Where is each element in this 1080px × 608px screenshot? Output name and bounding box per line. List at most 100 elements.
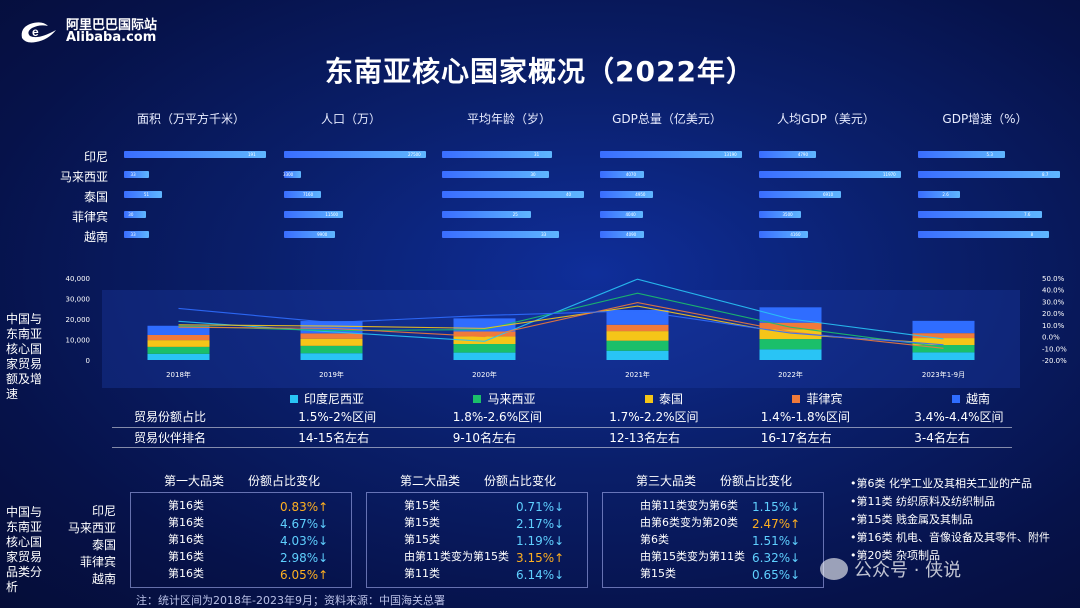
metric-bar-value: 191 <box>248 152 256 157</box>
share-change-value: 0.71%↓ <box>516 500 565 514</box>
stacked-bar-segment <box>147 334 210 341</box>
category-value: 第15类 <box>404 533 440 546</box>
metric-bar-value: 4790 <box>797 152 808 157</box>
share-change-value: 1.51%↓ <box>752 534 801 548</box>
legend-item-vietnam: 越南 <box>951 390 990 407</box>
metric-header: 平均年龄（岁） <box>466 112 551 126</box>
stacked-bar-segment <box>300 353 363 360</box>
category-header: 第二大品类 <box>400 474 461 488</box>
trade-row-value: 3.4%-4.4%区间 <box>914 409 1004 424</box>
trade-row-value: 12-13名左右 <box>609 430 681 445</box>
legend-swatch <box>951 394 960 403</box>
share-change-header: 份额占比变化 <box>484 474 557 488</box>
country-label-malaysia: 马来西亚 <box>59 170 108 184</box>
x-tick-label: 2021年 <box>625 370 650 379</box>
growth-line <box>178 307 944 346</box>
watermark: 公众号 · 侠说 <box>820 556 961 582</box>
metric-bar <box>759 231 809 238</box>
metric-bar <box>918 211 1043 218</box>
wechat-icon <box>820 558 848 580</box>
alibaba-logo-icon: e <box>21 22 57 43</box>
metric-bar-value: 5.3 <box>986 152 993 157</box>
metric-header: 人口（万） <box>320 112 381 126</box>
x-tick-label: 2018年 <box>166 370 191 379</box>
country-metrics: 面积（万平方千米） 191 33 51 30 33 人口（万） 27500 3300 7160 11… <box>0 0 1080 250</box>
stacked-bar-segment <box>147 346 210 354</box>
metric-bar <box>124 151 266 158</box>
category-value: 第16类 <box>168 550 204 563</box>
metric-bar <box>284 151 426 158</box>
category-value: 第15类 <box>404 516 440 529</box>
stacked-bar-segment <box>300 333 363 339</box>
growth-line <box>178 292 944 348</box>
metric-bar-value: 40 <box>566 192 572 197</box>
stacked-bar-segment <box>300 345 363 354</box>
stacked-bar-segment <box>606 350 669 360</box>
metric-bar-value: 33 <box>130 232 136 237</box>
trade-row-value: 16-17名左右 <box>760 430 832 445</box>
metric-header: 人均GDP（美元） <box>777 112 875 126</box>
metric-bar-value: 7.6 <box>1024 212 1031 217</box>
stacked-bar-segment <box>147 353 210 360</box>
stacked-bar-segment <box>759 307 822 323</box>
share-change-value: 2.98%↓ <box>280 551 329 565</box>
trade-row-value: 1.5%-2%区间 <box>298 409 377 424</box>
metric-bar <box>918 171 1060 178</box>
legend-swatch <box>792 394 801 403</box>
metric-bar <box>918 191 961 198</box>
share-change-header: 份额占比变化 <box>248 474 321 488</box>
y-tick-label: 10,000 <box>66 337 91 345</box>
category-section-label: 中国与东南亚核心国家贸易品类分析 <box>6 505 43 594</box>
metric-bar <box>124 211 147 218</box>
share-change-value: 1.19%↓ <box>516 534 565 548</box>
stacked-bar-segment <box>606 324 669 332</box>
metric-bar-value: 3500 <box>782 212 793 217</box>
legend-item-philippines: 菲律宾 <box>792 390 842 407</box>
country-label-indonesia: 印尼 <box>83 150 108 164</box>
metric-bar-value: 31 <box>534 152 540 157</box>
y2-tick-label: 0.0% <box>1042 334 1060 342</box>
y2-tick-label: 40.0% <box>1042 287 1065 295</box>
metric-bar-value: 8.7 <box>1042 172 1049 177</box>
stacked-bar-segment <box>912 320 975 334</box>
metric-bar-value: 7160 <box>302 192 314 197</box>
category-value: 由第11类变为第15类 <box>404 550 509 563</box>
metric-bar <box>284 211 344 218</box>
trade-row-value: 1.7%-2.2%区间 <box>609 409 699 424</box>
brand-en: Alibaba.com <box>66 30 157 45</box>
y-tick-label: 30,000 <box>66 296 91 304</box>
category-header: 第一大品类 <box>164 474 225 488</box>
trade-row-label: 贸易伙伴排名 <box>134 430 207 445</box>
metric-bar-value: 3300 <box>283 172 294 177</box>
metric-bar-value: 4090 <box>626 232 637 237</box>
share-change-value: 4.67%↓ <box>280 517 329 531</box>
y-tick-label: 20,000 <box>66 316 91 324</box>
stacked-bar-segment <box>453 352 516 360</box>
metric-bar <box>442 211 531 218</box>
metric-bar <box>442 171 549 178</box>
metric-bar <box>759 171 901 178</box>
trade-legend: 印度尼西亚 马来西亚 泰国 菲律宾 越南 <box>290 390 990 407</box>
metric-header: GDP增速（%） <box>942 112 1028 126</box>
growth-line <box>178 305 944 345</box>
stacked-bar-segment <box>606 331 669 341</box>
category-box <box>130 492 352 588</box>
metric-bar <box>759 151 816 158</box>
metric-bar <box>284 231 336 238</box>
category-legend-item: •第15类 贱金属及其制品 <box>850 513 973 526</box>
x-tick-label: 2023年1-9月 <box>922 370 965 379</box>
metric-bar-value: 4950 <box>635 192 646 197</box>
share-change-value: 2.47%↑ <box>752 517 801 531</box>
metric-bar-value: 11970 <box>883 172 896 177</box>
y2-tick-label: -10.0% <box>1042 345 1067 353</box>
share-change-value: 0.65%↓ <box>752 568 801 582</box>
metric-header: 面积（万平方千米） <box>136 112 245 126</box>
legend-swatch <box>290 394 298 403</box>
metric-bar <box>124 231 149 238</box>
legend-swatch <box>473 394 482 403</box>
metric-bar <box>918 151 1005 158</box>
stacked-bar-segment <box>912 333 975 339</box>
category-legend: •第6类 化学工业及其相关工业的产品 •第11类 纺织原料及纺织制品 •第15类… <box>850 475 1080 565</box>
category-legend-item: •第16类 机电、音像设备及其零件、附件 <box>850 531 1050 544</box>
footnote: 注：统计区间为2018年-2023年9月；资料来源：中国海关总署 <box>136 594 445 607</box>
